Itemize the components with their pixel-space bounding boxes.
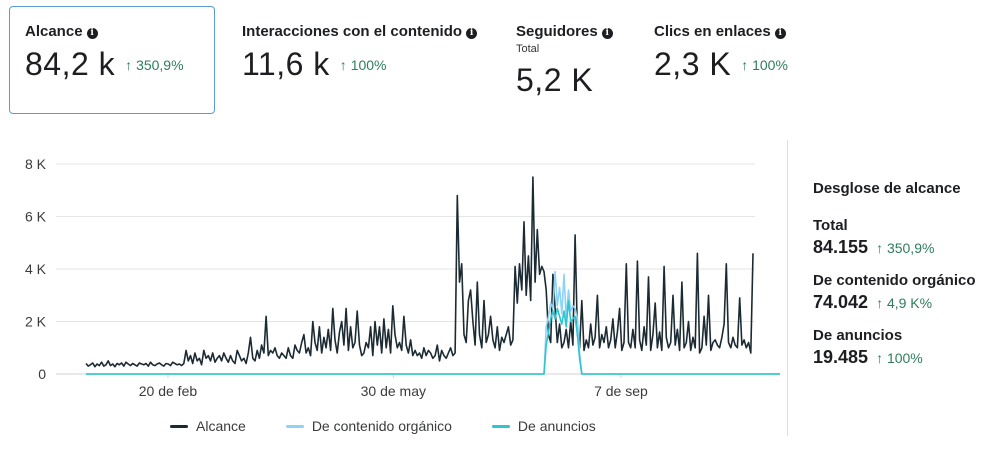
metric-value-text: 84,2 k	[25, 46, 116, 82]
up-arrow-icon: ↑	[125, 57, 133, 73]
breakdown-row-organico: De contenido orgánico 74.042 ↑ 4,9 K%	[813, 272, 993, 313]
legend-swatch	[285, 424, 304, 428]
x-tick-label: 20 de feb	[139, 383, 198, 399]
metric-value-interacciones: 11,6 k ↑ 100%	[242, 46, 387, 83]
breakdown-value: 74.042 ↑ 4,9 K%	[813, 292, 993, 313]
breakdown-value-text: 19.485	[813, 347, 869, 367]
legend-swatch	[491, 424, 510, 428]
y-tick-label: 2 K	[25, 314, 47, 330]
series-line-anuncios	[86, 299, 780, 375]
metric-value-seguidores: 5,2 K	[516, 62, 594, 98]
breakdown-change-text: 4,9 K%	[886, 295, 933, 311]
y-tick-label: 0	[38, 366, 46, 382]
metric-label-text: Alcance	[25, 23, 83, 40]
breakdown-label: Total	[813, 217, 848, 234]
y-tick-label: 4 K	[25, 261, 47, 277]
x-tick-label: 30 de may	[361, 383, 426, 399]
breakdown-value-text: 74.042	[813, 292, 869, 312]
metric-label-text: Seguidores	[516, 23, 598, 40]
metric-label-clics: Clics en enlaces i	[654, 23, 786, 40]
metric-change-interacciones: ↑ 100%	[340, 57, 387, 73]
legend-label: Alcance	[196, 418, 246, 434]
up-arrow-icon: ↑	[339, 57, 347, 73]
metric-value-text: 11,6 k	[242, 46, 330, 82]
metric-card-alcance[interactable]	[9, 6, 215, 114]
metric-change-text: 350,9%	[136, 57, 184, 73]
legend-item-organico[interactable]: De contenido orgánico	[285, 418, 452, 434]
x-tick-label: 7 de sep	[594, 383, 648, 399]
breakdown-value: 84.155 ↑ 350,9%	[813, 237, 993, 258]
series-line-alcance	[85, 176, 754, 368]
chart-legend: Alcance De contenido orgánico De anuncio…	[170, 418, 596, 434]
metric-label-seguidores: Seguidores i	[516, 23, 613, 40]
up-arrow-icon: ↑	[741, 57, 749, 73]
legend-item-alcance[interactable]: Alcance	[170, 418, 246, 434]
breakdown-value-text: 84.155	[813, 237, 869, 257]
info-icon[interactable]: i	[601, 28, 613, 39]
y-tick-label: 8 K	[25, 156, 47, 172]
breakdown-change: ↑ 350,9%	[876, 240, 934, 256]
info-icon[interactable]: i	[86, 28, 98, 39]
breakdown-change-text: 100%	[886, 350, 923, 366]
breakdown-title: Desglose de alcance	[813, 180, 961, 197]
metric-label-text: Interacciones con el contenido	[242, 23, 463, 40]
y-tick-label: 6 K	[25, 209, 47, 225]
breakdown-row-total: Total 84.155 ↑ 350,9%	[813, 217, 993, 258]
metric-value-clics: 2,3 K ↑ 100%	[654, 46, 788, 83]
legend-label: De anuncios	[517, 418, 596, 434]
info-icon[interactable]: i	[466, 28, 478, 39]
metric-change-clics: ↑ 100%	[741, 57, 788, 73]
legend-label: De contenido orgánico	[311, 418, 452, 434]
up-arrow-icon: ↑	[876, 240, 884, 256]
reach-line-chart[interactable]: 0 2 K 4 K 6 K 8 K 20 de feb 30 de may 7 de sep	[0, 128, 780, 413]
reach-breakdown-panel: Desglose de alcance Total 84.155 ↑ 350,9%…	[813, 180, 993, 382]
breakdown-change: ↑ 100%	[876, 350, 923, 366]
up-arrow-icon: ↑	[876, 350, 884, 366]
breakdown-label: De contenido orgánico	[813, 272, 976, 289]
metric-label-text: Clics en enlaces	[654, 23, 771, 40]
legend-swatch	[170, 424, 188, 428]
breakdown-row-anuncios: De anuncios 19.485 ↑ 100%	[813, 327, 993, 368]
metric-label-alcance: Alcance i	[25, 23, 98, 40]
breakdown-change: ↑ 4,9 K%	[876, 295, 932, 311]
breakdown-change-text: 350,9%	[886, 240, 935, 256]
info-icon[interactable]: i	[774, 28, 786, 39]
legend-item-anuncios[interactable]: De anuncios	[491, 418, 596, 434]
metric-change-alcance: ↑ 350,9%	[125, 57, 183, 73]
metric-change-text: 100%	[350, 57, 387, 73]
panel-divider	[787, 140, 788, 436]
metric-label-interacciones: Interacciones con el contenido i	[242, 23, 478, 40]
up-arrow-icon: ↑	[876, 295, 884, 311]
metric-sub-seguidores: Total	[516, 43, 540, 55]
breakdown-value: 19.485 ↑ 100%	[813, 347, 993, 368]
metric-change-text: 100%	[752, 57, 788, 73]
breakdown-label: De anuncios	[813, 327, 903, 344]
metric-value-text: 2,3 K	[654, 46, 732, 82]
metric-value-alcance: 84,2 k ↑ 350,9%	[25, 46, 184, 83]
